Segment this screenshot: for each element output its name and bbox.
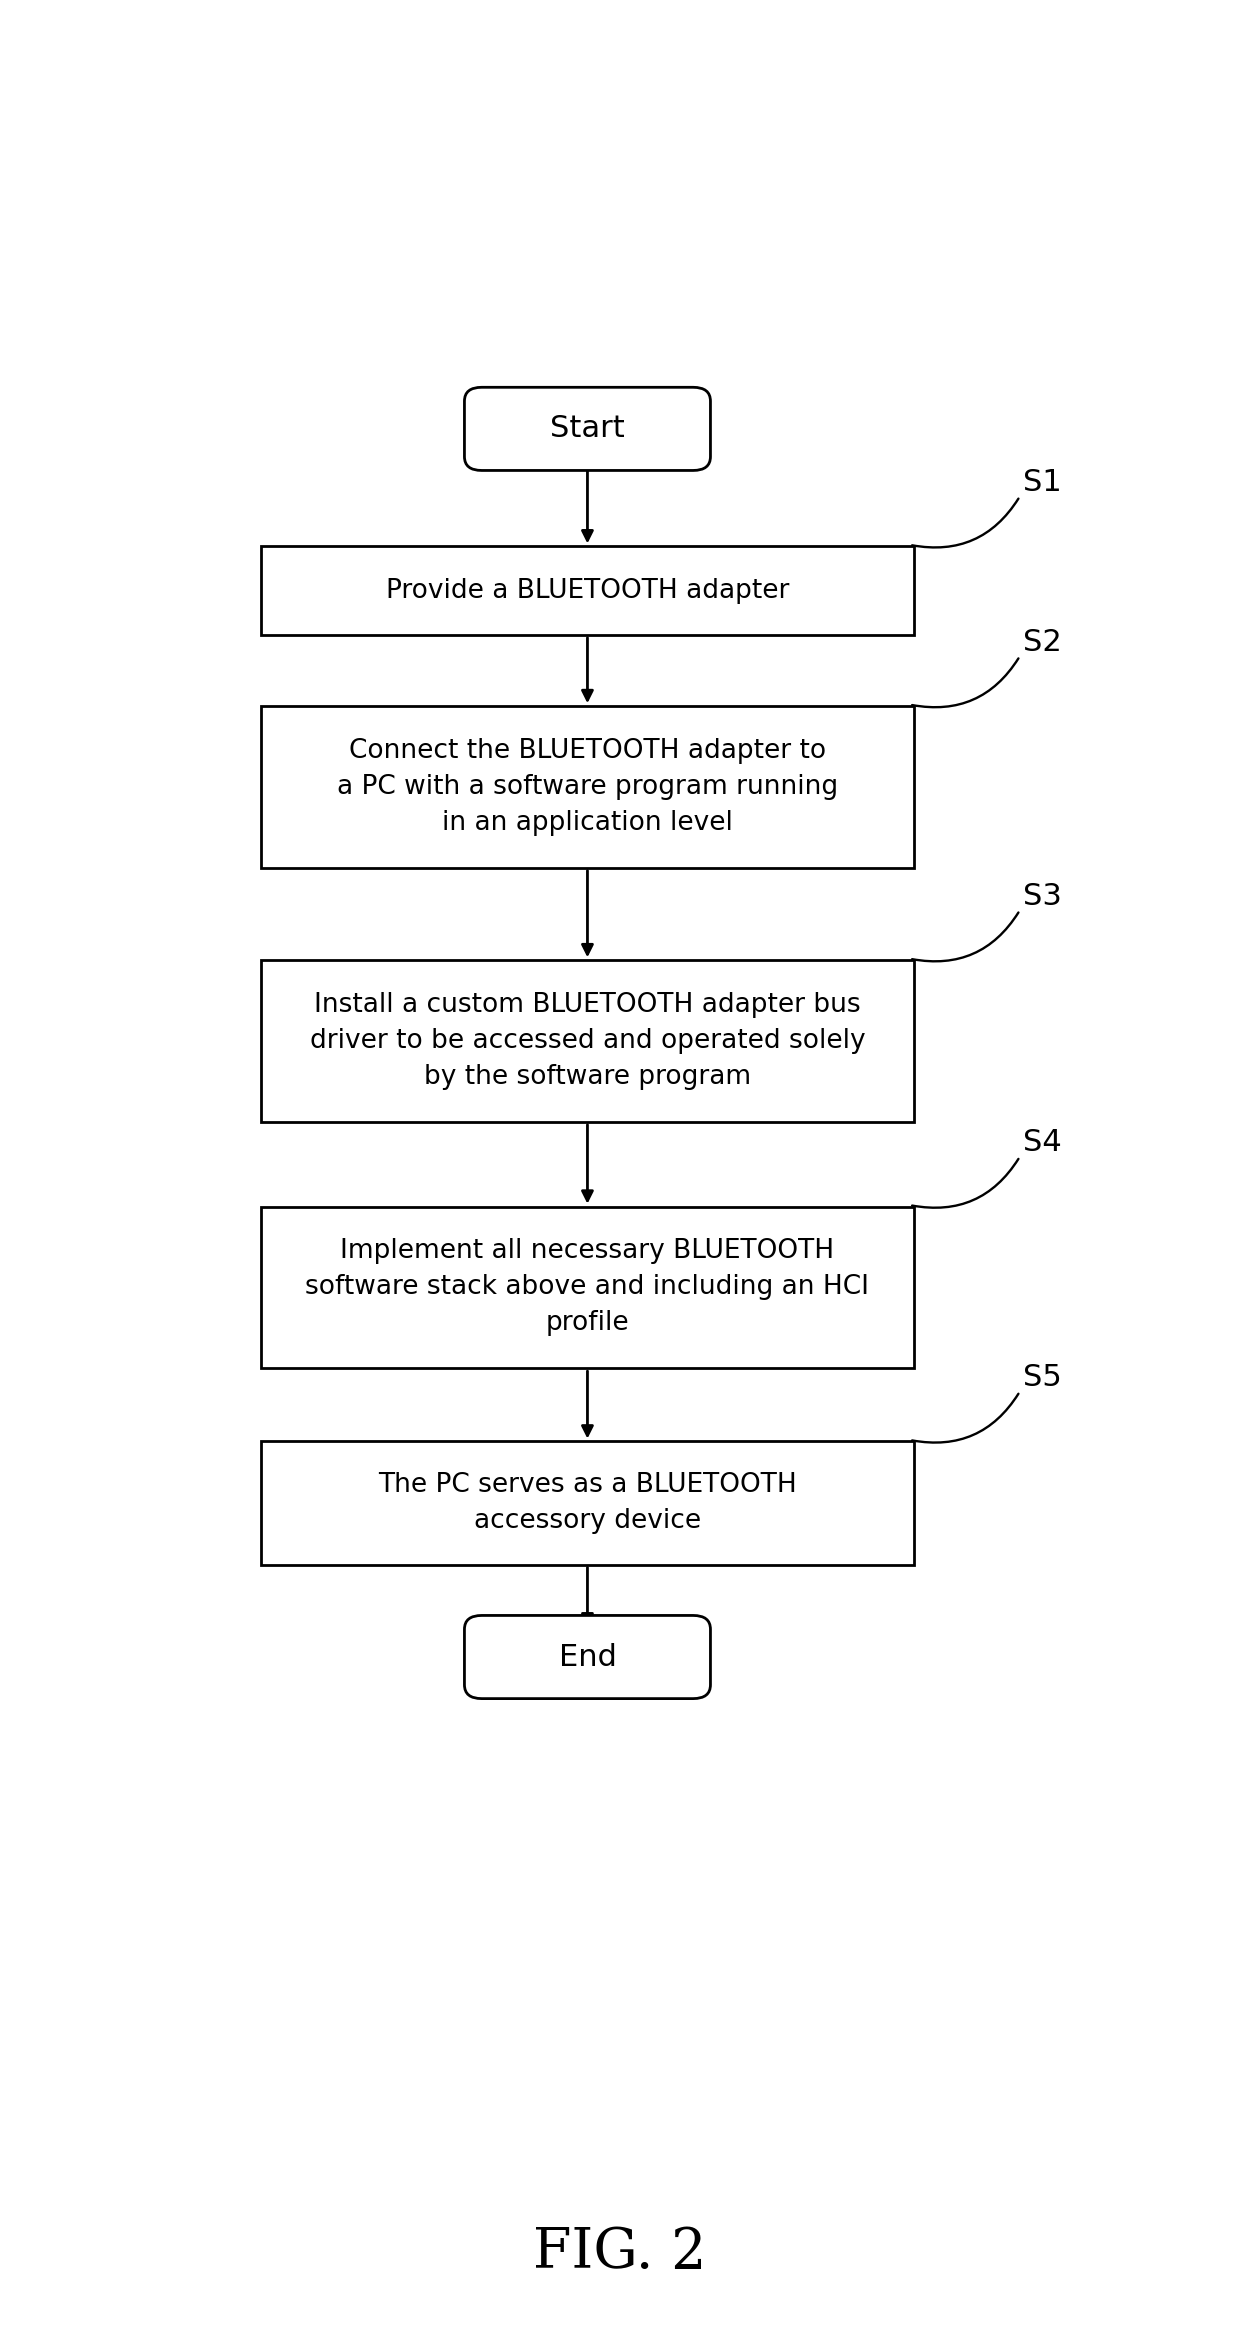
Text: The PC serves as a BLUETOOTH
accessory device: The PC serves as a BLUETOOTH accessory d… xyxy=(378,1473,797,1534)
Text: Start: Start xyxy=(551,415,625,443)
FancyArrowPatch shape xyxy=(913,658,1018,707)
FancyArrowPatch shape xyxy=(913,499,1018,548)
Text: FIG. 2: FIG. 2 xyxy=(533,2225,707,2281)
FancyArrowPatch shape xyxy=(913,913,1018,960)
Text: Provide a BLUETOOTH adapter: Provide a BLUETOOTH adapter xyxy=(386,578,789,604)
FancyBboxPatch shape xyxy=(260,960,914,1122)
Text: End: End xyxy=(558,1642,616,1672)
FancyBboxPatch shape xyxy=(465,386,711,471)
Text: Install a custom BLUETOOTH adapter bus
driver to be accessed and operated solely: Install a custom BLUETOOTH adapter bus d… xyxy=(310,993,866,1089)
Text: S1: S1 xyxy=(1023,468,1061,497)
Text: S4: S4 xyxy=(1023,1129,1061,1157)
FancyBboxPatch shape xyxy=(260,1206,914,1368)
FancyArrowPatch shape xyxy=(913,1393,1018,1443)
Text: S3: S3 xyxy=(1023,883,1061,911)
Text: Implement all necessary BLUETOOTH
software stack above and including an HCI
prof: Implement all necessary BLUETOOTH softwa… xyxy=(305,1239,869,1337)
FancyBboxPatch shape xyxy=(260,546,914,635)
FancyBboxPatch shape xyxy=(465,1616,711,1698)
Text: S5: S5 xyxy=(1023,1363,1061,1391)
FancyBboxPatch shape xyxy=(260,1440,914,1564)
FancyBboxPatch shape xyxy=(260,705,914,869)
FancyArrowPatch shape xyxy=(913,1159,1018,1208)
Text: S2: S2 xyxy=(1023,628,1061,656)
Text: Connect the BLUETOOTH adapter to
a PC with a software program running
in an appl: Connect the BLUETOOTH adapter to a PC wi… xyxy=(337,738,838,836)
